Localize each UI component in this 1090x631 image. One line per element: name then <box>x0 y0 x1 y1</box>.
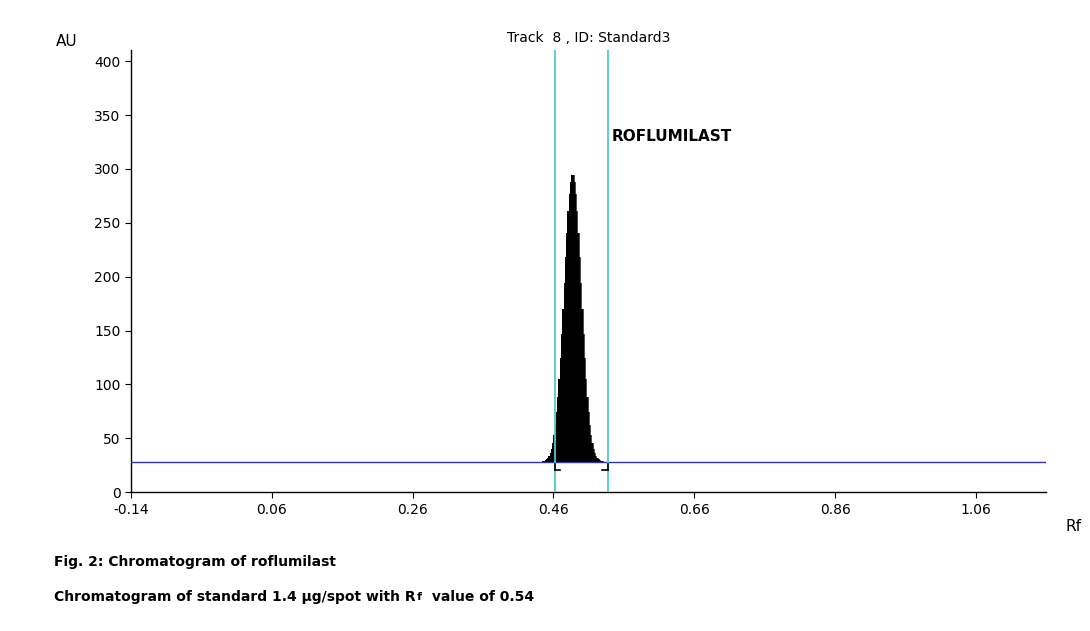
X-axis label: Rf: Rf <box>1066 519 1082 534</box>
Text: Fig. 2: Chromatogram of roflumilast: Fig. 2: Chromatogram of roflumilast <box>54 555 337 569</box>
Text: f: f <box>416 592 422 602</box>
Title: Track  8 , ID: Standard3: Track 8 , ID: Standard3 <box>507 31 670 45</box>
Text: ROFLUMILAST: ROFLUMILAST <box>611 129 731 144</box>
Y-axis label: AU: AU <box>56 34 77 49</box>
Text: Chromatogram of standard 1.4 μg/spot with R: Chromatogram of standard 1.4 μg/spot wit… <box>54 590 416 604</box>
Text: value of 0.54: value of 0.54 <box>427 590 534 604</box>
